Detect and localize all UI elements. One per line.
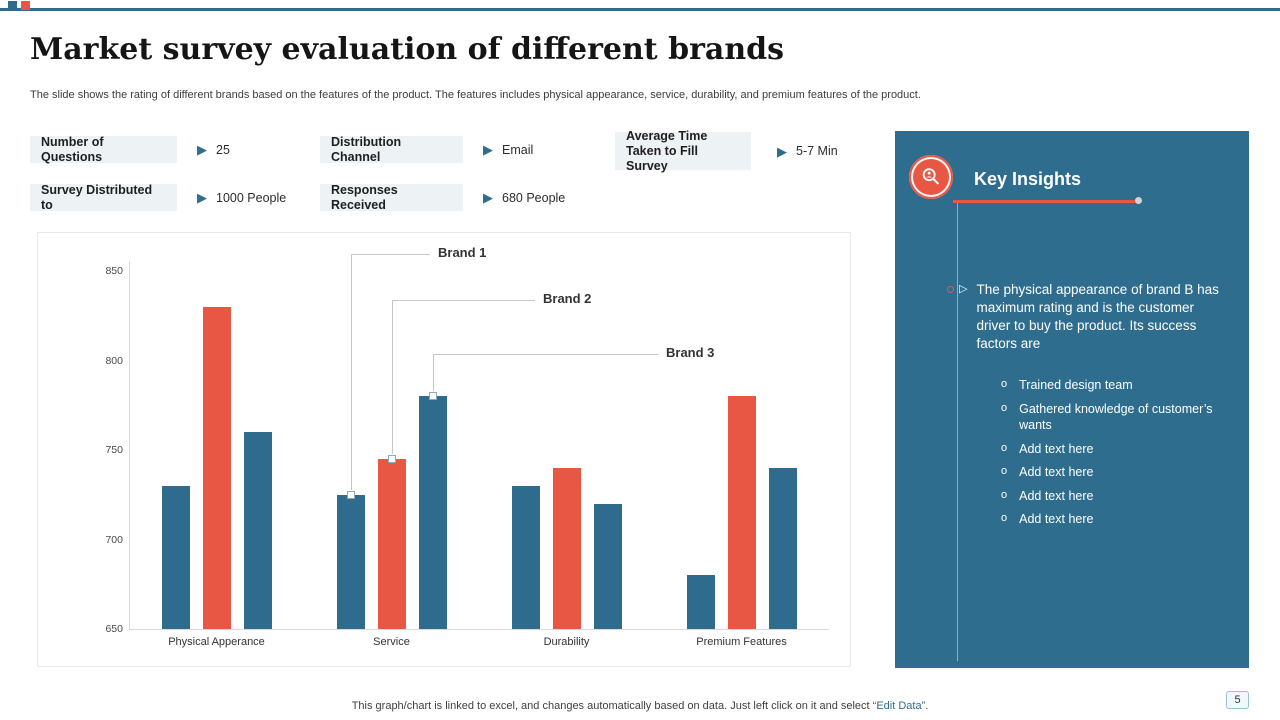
triangle-bullet-icon: ▷ xyxy=(959,283,968,295)
stat-value: 680 People xyxy=(502,190,566,205)
bar-brand-2 xyxy=(377,458,406,629)
panel-connector-line xyxy=(957,201,958,661)
callout-marker xyxy=(428,392,437,401)
sub-bullet-text: Add text here xyxy=(1019,488,1094,503)
callout-label: Brand 1 xyxy=(438,245,487,260)
sub-bullet: o Trained design team xyxy=(1001,377,1233,394)
bar-brand-1 xyxy=(336,494,365,629)
chart-plot-area: 650 700 750 800 850 Physical Apperance Service… xyxy=(38,233,850,666)
page-subtitle: The slide shows the rating of different … xyxy=(30,89,921,101)
stat-label: Average Time Taken to Fill Survey xyxy=(615,129,751,173)
callout-line xyxy=(391,300,535,301)
arrow-right-icon: ▶ xyxy=(777,143,787,159)
sub-bullet-text: Add text here xyxy=(1019,465,1094,479)
underline-end-dot xyxy=(1135,197,1142,204)
arrow-right-icon: ▶ xyxy=(197,142,207,157)
bar-brand-1 xyxy=(511,485,540,629)
bar-brand-1 xyxy=(686,575,715,629)
stat-label: Responses Received xyxy=(320,183,463,212)
stat-label: Distribution Channel xyxy=(320,135,463,164)
x-category-label: Premium Features xyxy=(696,636,787,648)
bar-brand-3 xyxy=(243,432,272,629)
sub-bullet-marker: o xyxy=(1001,512,1008,524)
footer-highlight: “Edit Data” xyxy=(872,700,926,712)
y-tick-label: 650 xyxy=(105,623,123,635)
insight-sub-bullets: o Trained design team o Gathered knowled… xyxy=(1001,377,1233,535)
callout-line xyxy=(391,300,393,454)
bar-brand-1 xyxy=(161,485,190,629)
accent-square-orange xyxy=(21,1,30,10)
callout-line xyxy=(350,254,352,490)
sub-bullet-marker: o xyxy=(1001,465,1008,477)
key-insights-title: Key Insights xyxy=(974,169,1082,189)
circle-bullet-icon xyxy=(947,286,954,293)
sub-bullet: o Add text here xyxy=(1001,511,1233,528)
bar-brand-3 xyxy=(768,467,797,629)
sub-bullet-marker: o xyxy=(1001,378,1008,390)
stat-survey-distributed: Survey Distributed to ▶ 1000 People xyxy=(30,183,287,212)
y-tick-label: 750 xyxy=(105,444,123,456)
bar-brand-3 xyxy=(418,396,447,629)
sub-bullet-marker: o xyxy=(1001,441,1008,454)
bar-chart[interactable]: 650 700 750 800 850 Physical Apperance Service… xyxy=(37,232,851,667)
footer-suffix: . xyxy=(925,700,929,712)
sub-bullet: o Add text here xyxy=(1001,488,1233,505)
accent-square-teal xyxy=(8,1,17,10)
callout-marker xyxy=(387,454,396,463)
y-axis-line xyxy=(129,261,130,629)
search-icon xyxy=(909,155,953,199)
stat-value: 5-7 Min xyxy=(796,144,838,158)
sub-bullet: o Gathered knowledge of customer’s wants xyxy=(1001,401,1233,434)
x-category-label: Service xyxy=(373,636,410,648)
sub-bullet-text: Gathered knowledge of customer’s wants xyxy=(1019,401,1213,433)
footer-note: This graph/chart is linked to excel, and… xyxy=(0,700,1280,712)
callout-label: Brand 3 xyxy=(666,345,715,360)
stat-responses-received: Responses Received ▶ 680 People xyxy=(320,183,566,212)
bar-brand-2 xyxy=(202,306,231,629)
callout-marker xyxy=(346,490,355,499)
page-title: Market survey evaluation of different br… xyxy=(30,32,784,67)
stat-distribution-channel: Distribution Channel ▶ Email xyxy=(320,135,534,164)
top-accent-line xyxy=(0,8,1280,11)
callout-line xyxy=(350,254,430,255)
key-insights-panel: Key Insights ▷ The physical appearance o… xyxy=(895,131,1249,668)
sub-bullet: o Add text here xyxy=(1001,464,1233,481)
sub-bullet: o Add text here xyxy=(1001,441,1233,458)
stat-value: 25 xyxy=(216,142,230,157)
x-category-label: Physical Apperance xyxy=(168,636,265,648)
stat-average-time: Average Time Taken to Fill Survey ▶ 5-7 … xyxy=(615,129,838,173)
sub-bullet-text: Add text here xyxy=(1019,512,1094,526)
callout-line xyxy=(432,354,658,355)
stat-label: Number of Questions xyxy=(30,135,177,164)
sub-bullet-marker: o xyxy=(1001,401,1008,414)
sub-bullet-text: Trained design team xyxy=(1019,378,1133,392)
sub-bullet-text: Add text here xyxy=(1019,441,1094,456)
x-category-label: Durability xyxy=(543,636,590,648)
stat-value: 1000 People xyxy=(216,190,287,205)
y-tick-label: 700 xyxy=(105,533,123,546)
x-axis-line xyxy=(129,629,829,630)
footer-text: This graph/chart is linked to excel, and… xyxy=(351,700,873,712)
sub-bullet-marker: o xyxy=(1001,488,1008,501)
callout-label: Brand 2 xyxy=(543,291,592,306)
stat-value: Email xyxy=(502,142,534,157)
bar-brand-2 xyxy=(727,396,756,629)
bar-brand-2 xyxy=(552,467,581,629)
callout-line xyxy=(432,354,434,392)
stat-number-of-questions: Number of Questions ▶ 25 xyxy=(30,135,230,164)
y-tick-label: 850 xyxy=(105,265,123,277)
arrow-right-icon: ▶ xyxy=(197,190,207,205)
bar-brand-3 xyxy=(593,503,622,629)
insight-text: The physical appearance of brand B has m… xyxy=(976,282,1219,351)
heading-underline xyxy=(953,200,1136,203)
insight-item: ▷ The physical appearance of brand B has… xyxy=(947,281,1247,353)
stat-label: Survey Distributed to xyxy=(30,183,177,212)
arrow-right-icon: ▶ xyxy=(483,190,493,205)
y-tick-label: 800 xyxy=(105,354,123,367)
arrow-right-icon: ▶ xyxy=(483,142,493,157)
page-number-badge: 5 xyxy=(1226,691,1249,709)
